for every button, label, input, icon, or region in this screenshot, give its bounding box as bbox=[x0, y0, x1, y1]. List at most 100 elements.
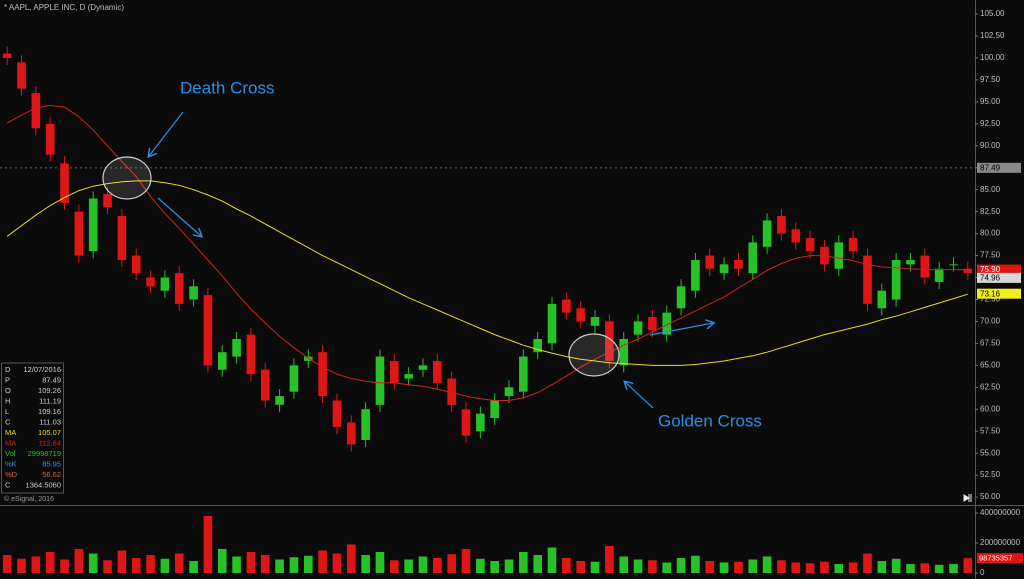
arrow bbox=[649, 323, 713, 336]
volume-bar bbox=[289, 557, 299, 573]
arrow bbox=[157, 197, 201, 236]
volume-bar bbox=[74, 549, 84, 573]
y-tick-label: 100.00 bbox=[980, 53, 1005, 62]
candle-body bbox=[648, 317, 657, 331]
death-cross-circle bbox=[102, 156, 152, 200]
volume-bar bbox=[648, 560, 657, 573]
candle-body bbox=[74, 211, 84, 256]
volume-flag-label: 98735357 bbox=[979, 554, 1012, 563]
volume-bar bbox=[605, 546, 614, 573]
candle-body bbox=[576, 308, 585, 322]
volume-bar bbox=[590, 561, 600, 573]
candle-body bbox=[676, 286, 686, 309]
volume-bar bbox=[232, 556, 241, 573]
volume-bar bbox=[375, 552, 385, 573]
candle-body bbox=[189, 286, 198, 300]
copyright: © eSignal, 2016 bbox=[4, 495, 54, 503]
candle-body bbox=[289, 365, 299, 392]
volume-bar bbox=[762, 556, 772, 573]
data-window-value: 1364.5060 bbox=[26, 481, 61, 490]
volume-bar bbox=[963, 558, 973, 573]
volume-bar bbox=[2, 555, 12, 573]
y-tick-label: 65.00 bbox=[980, 360, 1001, 369]
candle-body bbox=[662, 312, 672, 335]
candle-body bbox=[934, 268, 944, 282]
y-tick-label: 60.00 bbox=[980, 404, 1001, 413]
volume-bar bbox=[547, 547, 557, 573]
candle-body bbox=[877, 290, 887, 309]
candle-body bbox=[906, 259, 915, 265]
data-window-value: 111.03 bbox=[39, 418, 61, 427]
y-tick-label: 57.50 bbox=[980, 426, 1001, 435]
data-window-label: C bbox=[5, 481, 11, 490]
candle-body bbox=[275, 396, 284, 405]
volume-bar bbox=[346, 544, 356, 573]
price-flag bbox=[977, 288, 1021, 299]
y-tick-label: 97.50 bbox=[980, 75, 1001, 84]
moving-average bbox=[6, 180, 968, 366]
volume-bar bbox=[461, 549, 471, 573]
volume-bar bbox=[476, 558, 485, 573]
data-window-value: 56.62 bbox=[42, 470, 61, 479]
candle-body bbox=[174, 273, 184, 304]
candle-body bbox=[232, 339, 241, 357]
volume-tick-label: 400000000 bbox=[980, 508, 1021, 517]
volume-bar bbox=[31, 556, 41, 573]
data-window-label: %D bbox=[5, 470, 18, 479]
price-flag-label: 74.96 bbox=[980, 273, 1001, 282]
candle-body bbox=[734, 259, 743, 269]
volume-bar bbox=[562, 558, 571, 573]
candle-body bbox=[519, 356, 528, 392]
data-window-label: MA bbox=[5, 428, 16, 437]
volume-bar bbox=[949, 564, 958, 573]
price-flag bbox=[977, 264, 1021, 275]
candle-body bbox=[103, 194, 112, 208]
candle-body bbox=[2, 53, 12, 58]
candle-body bbox=[834, 242, 844, 269]
volume-bar bbox=[131, 558, 141, 573]
price-flag bbox=[977, 162, 1021, 173]
candle-body bbox=[848, 238, 858, 252]
candle-body bbox=[160, 277, 170, 291]
y-tick-label: 92.50 bbox=[980, 119, 1001, 128]
volume-bar bbox=[662, 562, 672, 573]
volume-bar bbox=[418, 556, 428, 573]
y-tick-label: 70.00 bbox=[980, 317, 1001, 326]
candle-body bbox=[777, 216, 786, 234]
volume-bar bbox=[633, 559, 643, 573]
volume-bar bbox=[404, 559, 413, 573]
data-window-value: 85.95 bbox=[42, 460, 61, 469]
volume-bar bbox=[834, 564, 844, 573]
volume-bar bbox=[676, 558, 686, 573]
overlay: * AAPL, APPLE INC, D (Dynamic) © eSignal… bbox=[1, 3, 972, 503]
data-window-label: O bbox=[5, 386, 11, 395]
candle-body bbox=[203, 295, 213, 366]
candle-body bbox=[31, 93, 41, 129]
scroll-icon[interactable] bbox=[963, 494, 972, 502]
candle-body bbox=[920, 255, 930, 278]
candle-body bbox=[719, 264, 729, 274]
y-tick-label: 80.00 bbox=[980, 229, 1001, 238]
volume-bar bbox=[45, 552, 55, 573]
price-flag-label: 87.49 bbox=[980, 163, 1001, 172]
data-window-label: D bbox=[5, 365, 11, 374]
volume-flag bbox=[977, 553, 1023, 564]
candle-body bbox=[375, 356, 385, 405]
volume-bar bbox=[146, 555, 155, 573]
candle-body bbox=[17, 62, 26, 89]
volume-bar bbox=[920, 563, 930, 573]
y-tick-label: 105.00 bbox=[980, 9, 1005, 18]
arrow bbox=[625, 382, 654, 409]
volume-bar bbox=[260, 555, 270, 573]
candle-body bbox=[131, 255, 141, 274]
y-tick-label: 102.50 bbox=[980, 31, 1005, 40]
candle-body bbox=[533, 339, 542, 353]
volume-bar bbox=[332, 553, 342, 573]
volume-bar bbox=[88, 553, 98, 573]
y-tick-label: 67.50 bbox=[980, 339, 1001, 348]
candle-body bbox=[691, 259, 700, 291]
candle-body bbox=[318, 352, 327, 397]
candle-body bbox=[332, 400, 342, 427]
